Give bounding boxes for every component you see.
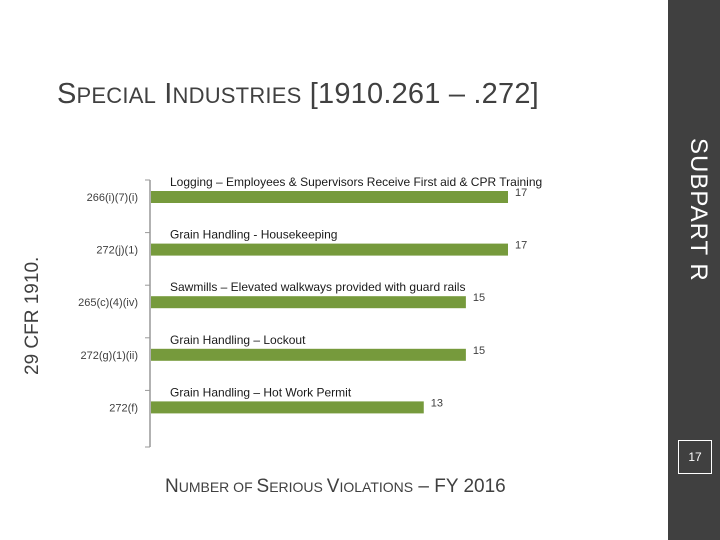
title-cap-i: I bbox=[164, 78, 173, 110]
chart-footer-caption: NUMBER OF SERIOUS VIOLATIONS – FY 2016 bbox=[165, 476, 506, 498]
category-label-5: 272(f) bbox=[109, 402, 138, 414]
footer-word-serious: ERIOUS bbox=[269, 479, 327, 495]
footer-cap-v: V bbox=[326, 476, 340, 497]
title-word-special: PECIAL bbox=[76, 83, 157, 108]
value-label-4: 15 bbox=[473, 345, 485, 357]
footer-word-violations: IOLATIONS bbox=[339, 479, 414, 495]
bar-2 bbox=[151, 243, 508, 256]
value-label-3: 15 bbox=[473, 292, 485, 304]
category-label-3: 265(c)(4)(iv) bbox=[78, 297, 138, 309]
subpart-vertical-label: SUBPART R bbox=[685, 138, 712, 282]
category-label-4: 272(g)(1)(ii) bbox=[81, 350, 138, 362]
bar-4 bbox=[151, 348, 466, 361]
bar-label-2: Grain Handling - Housekeeping bbox=[170, 228, 337, 242]
title-word-industries: NDUSTRIES bbox=[172, 83, 302, 108]
bar-5 bbox=[151, 401, 424, 414]
footer-cap-s: S bbox=[256, 476, 270, 497]
bar-label-4: Grain Handling – Lockout bbox=[170, 333, 306, 347]
slide-title: SPECIAL INDUSTRIES [1910.261 – .272] bbox=[57, 78, 539, 111]
footer-fy: – FY 2016 bbox=[413, 476, 506, 497]
violations-bar-chart: Logging – Employees & Supervisors Receiv… bbox=[78, 175, 542, 448]
bar-3 bbox=[151, 296, 466, 309]
value-label-2: 17 bbox=[515, 240, 527, 252]
title-range: [1910.261 – .272] bbox=[309, 78, 539, 110]
footer-word-number: UMBER OF bbox=[178, 479, 257, 495]
page-number: 17 bbox=[678, 440, 712, 474]
value-label-5: 13 bbox=[431, 397, 443, 409]
bar-label-3: Sawmills – Elevated walkways provided wi… bbox=[170, 280, 465, 294]
category-label-2: 272(j)(1) bbox=[96, 245, 138, 257]
category-label-1: 266(i)(7)(i) bbox=[87, 192, 138, 204]
value-label-1: 17 bbox=[515, 187, 527, 199]
footer-cap-n: N bbox=[165, 476, 179, 497]
bar-label-5: Grain Handling – Hot Work Permit bbox=[170, 385, 352, 399]
title-cap-s: S bbox=[57, 78, 77, 110]
bar-1 bbox=[151, 191, 508, 203]
bar-label-1: Logging – Employees & Supervisors Receiv… bbox=[170, 175, 542, 189]
